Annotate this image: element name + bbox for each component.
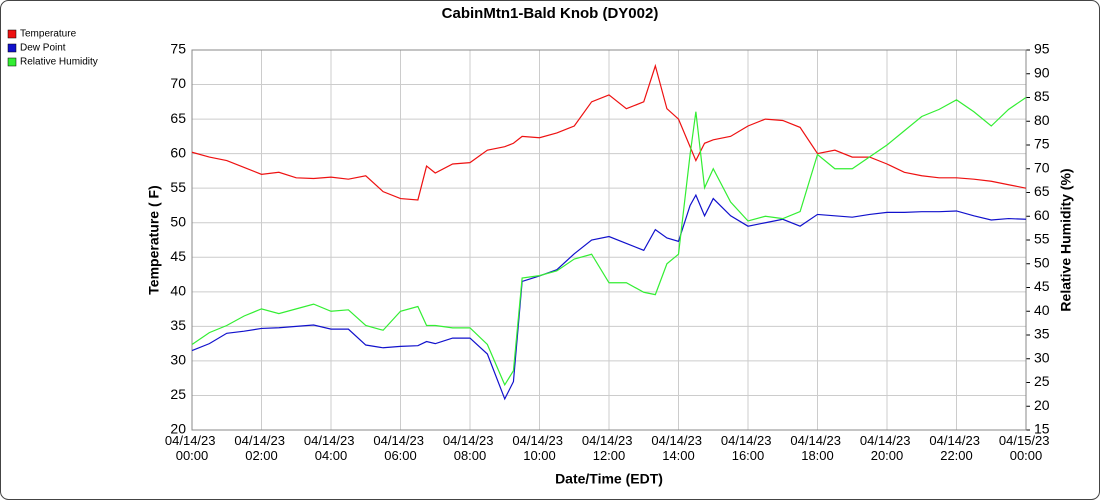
- y2-tick-label: 85: [1034, 88, 1050, 104]
- x-tick-date: 04/14/23: [443, 433, 497, 448]
- y-tick-label: 75: [170, 41, 186, 57]
- y-tick-label: 65: [170, 110, 186, 126]
- x-tick-date: 04/14/23: [165, 433, 219, 448]
- x-tick-date: 04/14/23: [512, 433, 566, 448]
- y-tick-label: 30: [170, 352, 186, 368]
- x-tick-time: 00:00: [176, 448, 209, 463]
- x-tick-date: 04/15/23: [999, 433, 1053, 448]
- x-tick-time: 04:00: [315, 448, 348, 463]
- y-tick-label: 50: [170, 213, 186, 229]
- x-tick-time: 16:00: [732, 448, 765, 463]
- y2-tick-label: 40: [1034, 302, 1050, 318]
- x-tick-date: 04/14/23: [860, 433, 914, 448]
- x-tick-label: 04/14/23 08:00: [443, 433, 497, 463]
- y2-axis-label: Relative Humidity (%): [1058, 168, 1074, 311]
- x-tick-date: 04/14/23: [304, 433, 358, 448]
- y2-tick-label: 35: [1034, 326, 1050, 342]
- x-axis-label: Date/Time (EDT): [555, 471, 663, 487]
- x-tick-time: 02:00: [245, 448, 278, 463]
- x-tick-label: 04/14/23 16:00: [721, 433, 775, 463]
- x-tick-label: 04/15/23 00:00: [999, 433, 1053, 463]
- x-tick-time: 20:00: [871, 448, 904, 463]
- y2-tick-label: 20: [1034, 397, 1050, 413]
- x-tick-date: 04/14/23: [790, 433, 844, 448]
- plot-border: [191, 49, 1027, 431]
- x-tick-time: 06:00: [384, 448, 417, 463]
- legend-swatch: [7, 43, 17, 53]
- y2-tick-label: 70: [1034, 159, 1050, 175]
- x-tick-date: 04/14/23: [373, 433, 427, 448]
- legend-swatch: [7, 29, 17, 39]
- y-tick-label: 55: [170, 179, 186, 195]
- y2-tick-label: 45: [1034, 278, 1050, 294]
- x-tick-time: 14:00: [662, 448, 695, 463]
- x-tick-date: 04/14/23: [651, 433, 705, 448]
- x-tick-time: 22:00: [940, 448, 973, 463]
- y-tick-label: 25: [170, 386, 186, 402]
- x-tick-label: 04/14/23 00:00: [165, 433, 219, 463]
- x-tick-time: 10:00: [523, 448, 556, 463]
- x-tick-time: 12:00: [593, 448, 626, 463]
- y-tick-label: 45: [170, 248, 186, 264]
- data-line: [191, 97, 1027, 387]
- x-tick-label: 04/14/23 22:00: [929, 433, 983, 463]
- x-tick-date: 04/14/23: [929, 433, 983, 448]
- x-tick-label: 04/14/23 12:00: [582, 433, 636, 463]
- y2-tick-label: 90: [1034, 64, 1050, 80]
- y-axis-label: Temperature ( F): [146, 185, 162, 294]
- legend-label: Relative Humidity: [20, 57, 98, 68]
- data-line: [191, 63, 1027, 201]
- x-tick-time: 08:00: [454, 448, 487, 463]
- y2-tick-label: 95: [1034, 41, 1050, 57]
- x-tick-date: 04/14/23: [234, 433, 288, 448]
- y2-tick-label: 25: [1034, 373, 1050, 389]
- y-tick-label: 20: [170, 421, 186, 437]
- x-tick-time: 00:00: [1010, 448, 1043, 463]
- legend-swatch: [7, 57, 17, 67]
- y2-tick-label: 80: [1034, 112, 1050, 128]
- x-tick-label: 04/14/23 02:00: [234, 433, 288, 463]
- y2-tick-label: 60: [1034, 207, 1050, 223]
- y2-tick-label: 30: [1034, 349, 1050, 365]
- y2-tick-label: 50: [1034, 254, 1050, 270]
- y-tick-label: 60: [170, 144, 186, 160]
- y-tick-label: 35: [170, 317, 186, 333]
- x-tick-label: 04/14/23 04:00: [304, 433, 358, 463]
- legend-label: Dew Point: [20, 43, 66, 54]
- x-tick-label: 04/14/23 14:00: [651, 433, 705, 463]
- legend-label: Temperature: [20, 29, 77, 40]
- y2-tick-label: 65: [1034, 183, 1050, 199]
- x-tick-label: 04/14/23 06:00: [373, 433, 427, 463]
- x-tick-date: 04/14/23: [582, 433, 636, 448]
- x-tick-time: 18:00: [801, 448, 834, 463]
- y2-tick-label: 75: [1034, 136, 1050, 152]
- y-tick-label: 70: [170, 75, 186, 91]
- y2-tick-label: 55: [1034, 231, 1050, 247]
- x-tick-label: 04/14/23 20:00: [860, 433, 914, 463]
- y2-tick-label: 15: [1034, 421, 1050, 437]
- x-tick-label: 04/14/23 18:00: [790, 433, 844, 463]
- y-tick-label: 40: [170, 283, 186, 299]
- chart-title: CabinMtn1-Bald Knob (DY002): [442, 5, 659, 22]
- x-tick-date: 04/14/23: [721, 433, 775, 448]
- data-line: [191, 193, 1027, 401]
- x-tick-label: 04/14/23 10:00: [512, 433, 566, 463]
